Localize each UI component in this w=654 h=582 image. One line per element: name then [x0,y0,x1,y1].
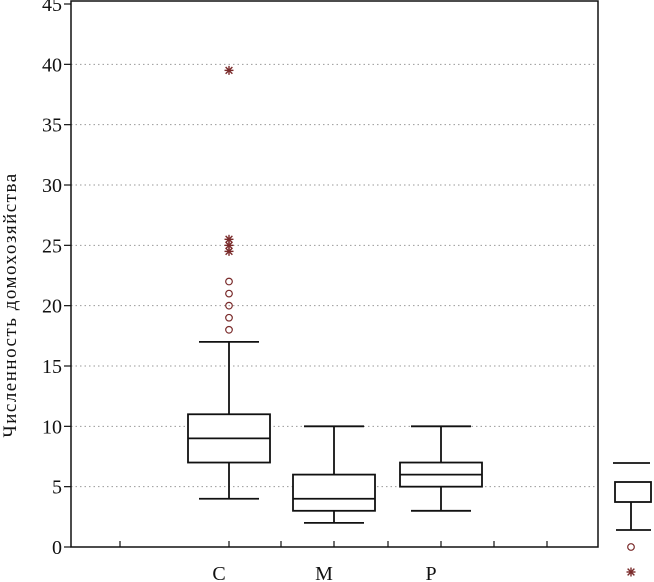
legend-outlier [627,543,635,551]
box-group [292,425,376,524]
box-iqr [292,473,376,512]
y-tick-label: 10 [42,416,62,438]
y-tick-label: 20 [42,296,62,318]
x-tick-label: С [212,563,225,582]
legend-box [614,481,652,503]
y-tick-label: 25 [42,235,62,257]
box-group [187,65,271,500]
extreme-stroke [225,66,233,75]
extreme-stroke [225,241,233,250]
y-axis-label: Численность домохозяйства [0,172,21,437]
outlier-point [225,325,233,334]
y-tick-label: 35 [42,115,62,137]
y-axis-ticks: 0 5 10 15 20 25 30 35 40 45 [42,0,71,559]
extreme-stroke [225,235,233,244]
extreme-point [224,234,234,244]
box-group [399,425,483,512]
grid-lines [71,63,598,488]
y-tick-label: 40 [42,54,62,76]
outlier-point [225,277,233,286]
y-tick-label: 0 [52,537,62,559]
y-tick-label: 15 [42,356,62,378]
extreme-stroke [627,568,635,576]
y-tick-label: 45 [42,0,62,16]
y-tick-label: 5 [52,477,62,499]
y-tick-label: 30 [42,175,62,197]
x-tick-label: Р [425,563,436,582]
outlier-point [225,301,233,310]
extreme-stroke [225,247,233,256]
legend [613,462,652,577]
outlier-point [225,313,233,322]
extreme-point [224,65,234,75]
boxes [187,65,483,524]
legend-extreme [626,567,636,577]
x-tick-label: М [315,563,333,582]
outlier-point [225,289,233,298]
